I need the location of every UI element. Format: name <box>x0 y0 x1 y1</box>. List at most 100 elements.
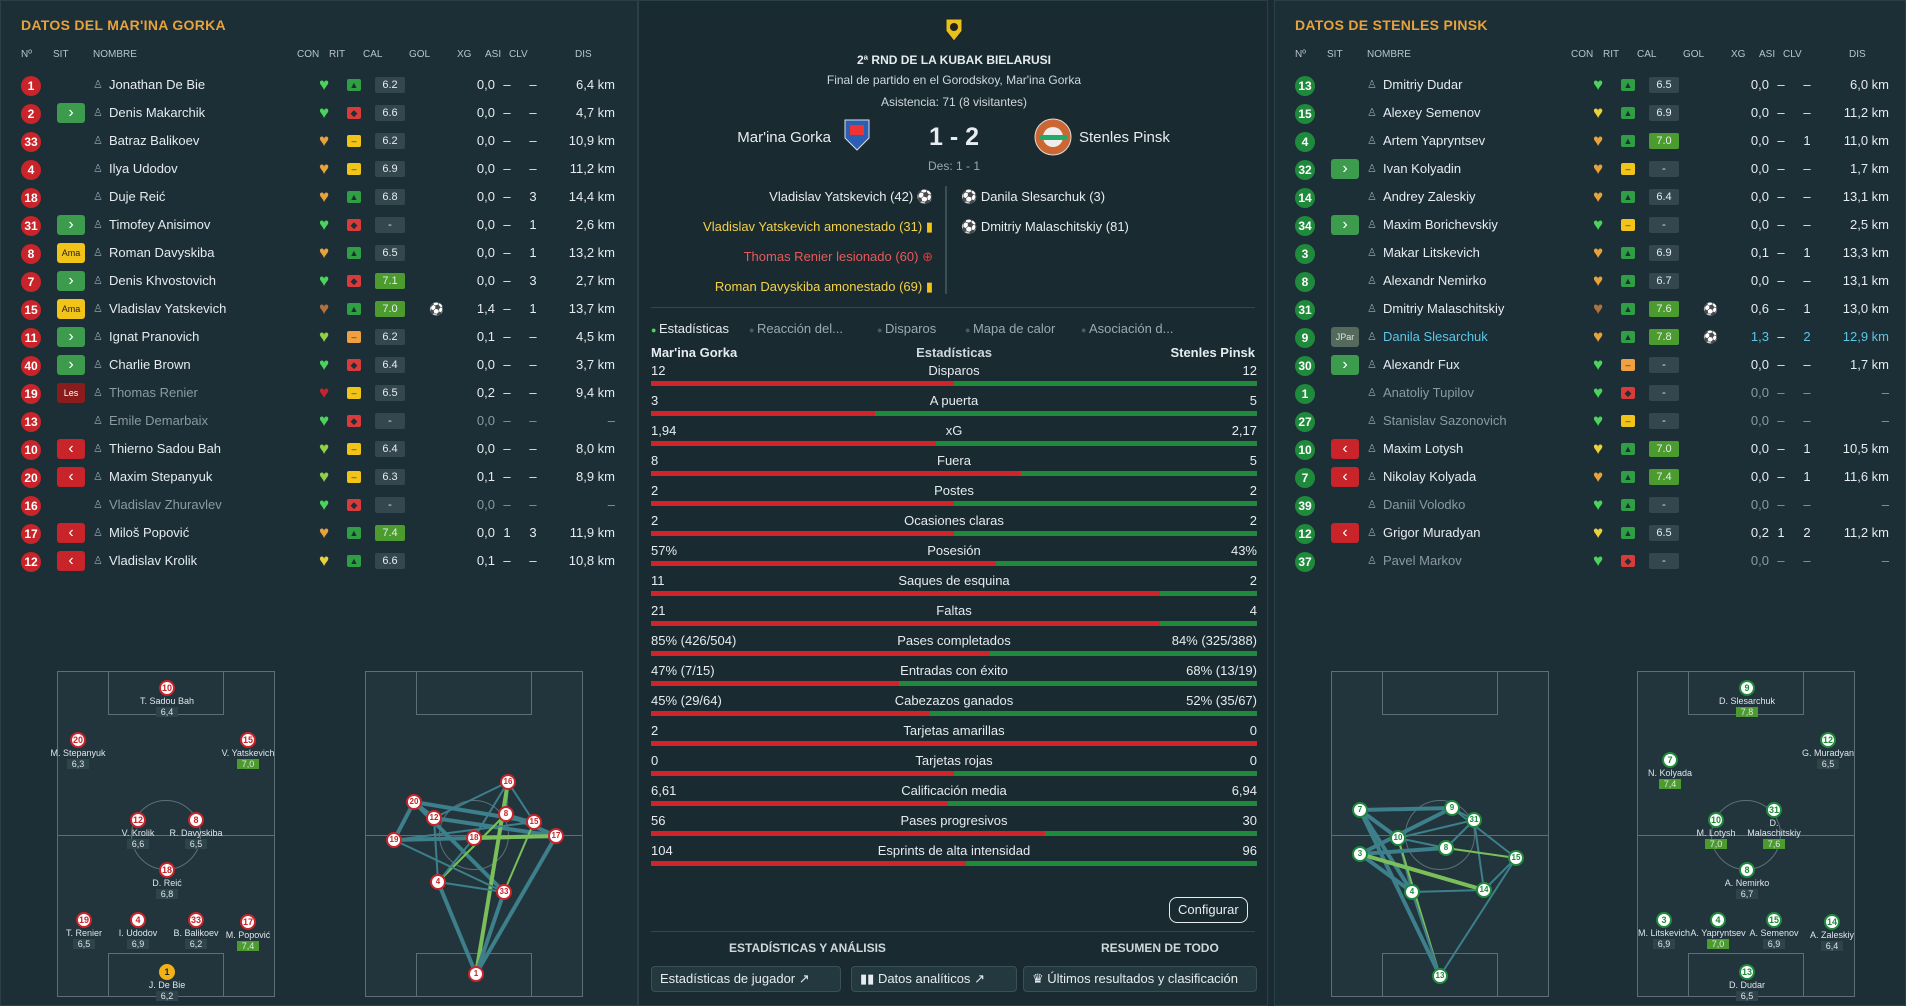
player-stats-button[interactable]: Estadísticas de jugador ↗ <box>651 966 841 992</box>
column-header-name[interactable]: NOMBRE <box>93 49 137 60</box>
column-header-dis[interactable]: DIS <box>575 49 592 60</box>
player-row[interactable]: 39 ♙ Daniil Volodko ♥ ▲ -0,0– – – <box>1291 493 1891 517</box>
formation-player[interactable]: 33 B. Balikoev 6,2 <box>166 912 226 949</box>
home-team-crest[interactable] <box>842 117 872 158</box>
away-team-name[interactable]: Stenles Pinsk <box>1079 129 1170 146</box>
player-row[interactable]: 1 ♙ Anatoliy Tupilov ♥ ◆ -0,0– – – <box>1291 381 1891 405</box>
player-name-link[interactable]: Makar Litskevich <box>1383 245 1480 260</box>
tab-2[interactable]: ● Disparos <box>877 321 936 336</box>
network-player-node[interactable]: 1 <box>468 966 484 982</box>
tab-4[interactable]: ● Asociación d... <box>1081 321 1173 336</box>
player-row[interactable]: 12 ‹ ♙ Grigor Muradyan ♥ ▲ 6.5 0,2 1 2 11,2 km <box>1291 521 1891 545</box>
formation-player[interactable]: 10 T. Sadou Bah 6,4 <box>137 680 197 717</box>
player-name-link[interactable]: Pavel Markov <box>1383 553 1462 568</box>
tab-1[interactable]: ● Reacción del... <box>749 321 843 336</box>
formation-player[interactable]: 12 V. Krolik 6,6 <box>108 812 168 849</box>
network-player-node[interactable]: 19 <box>386 832 402 848</box>
player-row[interactable]: 3 ♙ Makar Litskevich ♥ ▲ 6.9 0,1– 1 13,3 km <box>1291 241 1891 265</box>
column-header-gol[interactable]: GOL <box>1683 49 1705 60</box>
player-name-link[interactable]: Andrey Zaleskiy <box>1383 189 1476 204</box>
player-row[interactable]: 27 ♙ Stanislav Sazonovich ♥ – -0,0– – – <box>1291 409 1891 433</box>
formation-player[interactable]: 14 A. Zaleskiy 6,4 <box>1802 914 1862 951</box>
player-row[interactable]: 33 ♙ Batraz Balikoev ♥ –6.2 0,0– –10,9 km <box>17 129 617 153</box>
column-header-cal[interactable]: CAL <box>1637 49 1657 60</box>
player-row[interactable]: 32 › ♙ Ivan Kolyadin ♥ – -0,0– –1,7 km <box>1291 157 1891 181</box>
formation-player[interactable]: 4 A. Yapryntsev 7,0 <box>1688 912 1748 949</box>
player-name-link[interactable]: Ignat Pranovich <box>109 329 200 344</box>
player-row[interactable]: 10 ‹ ♙ Maxim Lotysh ♥ ▲ 7.0 0,0– 1 10,5 km <box>1291 437 1891 461</box>
player-name-link[interactable]: Alexey Semenov <box>1383 105 1481 120</box>
player-name-link[interactable]: Vladislav Krolik <box>109 553 198 568</box>
player-row[interactable]: 34 › ♙ Maxim Borichevskiy ♥ – -0,0– –2,5 km <box>1291 213 1891 237</box>
latest-results-button[interactable]: ♛ Últimos resultados y clasificación <box>1023 966 1257 992</box>
network-player-node[interactable]: 20 <box>406 794 422 810</box>
player-name-link[interactable]: Anatoliy Tupilov <box>1383 385 1475 400</box>
player-name-link[interactable]: Miloš Popović <box>109 525 190 540</box>
player-name-link[interactable]: Roman Davyskiba <box>109 245 215 260</box>
player-row[interactable]: 40 › ♙ Charlie Brown ♥ ◆ 6.4 0,0– –3,7 km <box>17 353 617 377</box>
player-row[interactable]: 12 ‹ ♙ Vladislav Krolik ♥ ▲ 6.6 0,1– –10,8 km <box>17 549 617 573</box>
player-name-link[interactable]: Danila Slesarchuk <box>1383 329 1488 344</box>
player-row[interactable]: 17 ‹ ♙ Miloš Popović ♥ ▲ 7.4 0,0 1 3 11,9 km <box>17 521 617 545</box>
player-row[interactable]: 2 › ♙ Denis Makarchik ♥ ◆ 6.6 0,0– –4,7 km <box>17 101 617 125</box>
tab-0[interactable]: ● Estadísticas <box>651 321 729 336</box>
column-header-sit[interactable]: SIT <box>1327 49 1343 60</box>
player-name-link[interactable]: Vladislav Zhuravlev <box>109 497 222 512</box>
player-name-link[interactable]: Dmitriy Malaschitskiy <box>1383 301 1505 316</box>
column-header-con[interactable]: CON <box>1571 49 1594 60</box>
player-name-link[interactable]: Batraz Balikoev <box>109 133 200 148</box>
column-header-rit[interactable]: RIT <box>1603 49 1620 60</box>
network-player-node[interactable]: 8 <box>498 806 514 822</box>
network-player-node[interactable]: 7 <box>1352 802 1368 818</box>
formation-player[interactable]: 15 A. Semenov 6,9 <box>1744 912 1804 949</box>
column-header-no[interactable]: Nº <box>21 49 32 60</box>
player-name-link[interactable]: Thomas Renier <box>109 385 198 400</box>
formation-player[interactable]: 15 V. Yatskevich 7,0 <box>218 732 278 769</box>
player-row[interactable]: 13 ♙ Emile Demarbaix ♥ ◆ -0,0– – – <box>17 409 617 433</box>
player-row[interactable]: 30 › ♙ Alexandr Fux ♥ – -0,0– –1,7 km <box>1291 353 1891 377</box>
formation-player[interactable]: 12 G. Muradyan 6,5 <box>1798 732 1858 769</box>
player-row[interactable]: 4 ♙ Artem Yapryntsev ♥ ▲ 7.0 0,0– 1 11,0 km <box>1291 129 1891 153</box>
player-row[interactable]: 11 › ♙ Ignat Pranovich ♥ –6.2 0,1– –4,5 km <box>17 325 617 349</box>
player-row[interactable]: 15 ♙ Alexey Semenov ♥ ▲ 6.9 0,0– –11,2 km <box>1291 101 1891 125</box>
player-name-link[interactable]: Jonathan De Bie <box>109 77 206 92</box>
player-row[interactable]: 7 ‹ ♙ Nikolay Kolyada ♥ ▲ 7.4 0,0– 1 11,6 km <box>1291 465 1891 489</box>
player-name-link[interactable]: Charlie Brown <box>109 357 191 372</box>
column-header-dis[interactable]: DIS <box>1849 49 1866 60</box>
network-player-node[interactable]: 8 <box>1438 840 1454 856</box>
column-header-name[interactable]: NOMBRE <box>1367 49 1411 60</box>
player-row[interactable]: 9 JPar ♙ Danila Slesarchuk ♥ ▲ 7.8 ⚽ 1,3– 2 12,9 k… <box>1291 325 1891 349</box>
player-name-link[interactable]: Maxim Stepanyuk <box>109 469 213 484</box>
player-name-link[interactable]: Alexandr Nemirko <box>1383 273 1487 288</box>
column-header-rit[interactable]: RIT <box>329 49 346 60</box>
formation-player[interactable]: 8 A. Nemirko 6,7 <box>1717 862 1777 899</box>
network-player-node[interactable]: 31 <box>1466 812 1482 828</box>
player-name-link[interactable]: Duje Reić <box>109 189 166 204</box>
formation-player[interactable]: 19 T. Renier 6,5 <box>54 912 114 949</box>
player-name-link[interactable]: Daniil Volodko <box>1383 497 1466 512</box>
player-row[interactable]: 4 ♙ Ilya Udodov ♥ –6.9 0,0– –11,2 km <box>17 157 617 181</box>
player-name-link[interactable]: Denis Makarchik <box>109 105 206 120</box>
player-name-link[interactable]: Alexandr Fux <box>1383 357 1460 372</box>
formation-player[interactable]: 9 D. Slesarchuk 7,8 <box>1717 680 1777 717</box>
player-row[interactable]: 8 ♙ Alexandr Nemirko ♥ ▲ 6.7 0,0– –13,1 km <box>1291 269 1891 293</box>
column-header-clv[interactable]: CLV <box>1783 49 1802 60</box>
network-player-node[interactable]: 10 <box>1390 830 1406 846</box>
player-name-link[interactable]: Timofey Anisimov <box>109 217 211 232</box>
formation-player[interactable]: 7 N. Kolyada 7,4 <box>1640 752 1700 789</box>
column-header-cal[interactable]: CAL <box>363 49 383 60</box>
player-row[interactable]: 15 Ama ♙ Vladislav Yatskevich ♥ ▲ 7.0 ⚽ 1,4– 1 13,… <box>17 297 617 321</box>
player-name-link[interactable]: Maxim Lotysh <box>1383 441 1464 456</box>
formation-player[interactable]: 18 D. Reić 6,8 <box>137 862 197 899</box>
player-row[interactable]: 1 ♙ Jonathan De Bie ♥ ▲ 6.2 0,0– –6,4 km <box>17 73 617 97</box>
player-name-link[interactable]: Denis Khvostovich <box>109 273 216 288</box>
column-header-gol[interactable]: GOL <box>409 49 431 60</box>
formation-player[interactable]: 8 R. Davyskiba 6,5 <box>166 812 226 849</box>
player-row[interactable]: 7 › ♙ Denis Khvostovich ♥ ◆ 7.1 0,0– 3 2,7 km <box>17 269 617 293</box>
network-player-node[interactable]: 4 <box>430 874 446 890</box>
formation-player[interactable]: 1 J. De Bie 6,2 <box>137 964 197 1001</box>
network-player-node[interactable]: 16 <box>500 774 516 790</box>
formation-player[interactable]: 20 M. Stepanyuk 6,3 <box>48 732 108 769</box>
network-player-node[interactable]: 14 <box>1476 882 1492 898</box>
network-player-node[interactable]: 33 <box>496 884 512 900</box>
